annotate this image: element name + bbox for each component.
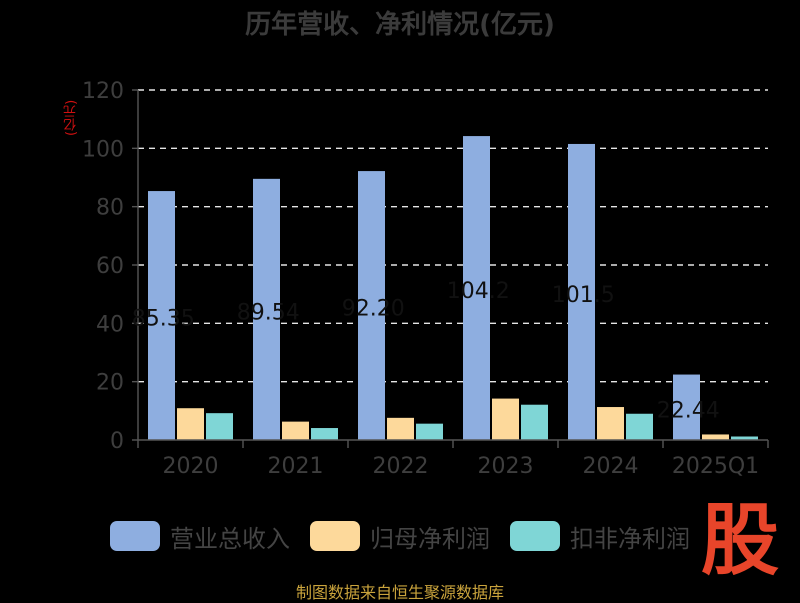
legend: 营业总收入 归母净利润 扣非净利润 (0, 516, 800, 556)
legend-swatch-revenue (110, 521, 160, 551)
bar (148, 191, 175, 440)
y-axis-unit: (亿元) (64, 99, 79, 137)
bar (521, 404, 548, 440)
y-tick-label: 60 (96, 254, 124, 279)
x-tick-label: 2021 (268, 454, 324, 479)
legend-label: 扣非净利润 (570, 524, 690, 553)
bar (626, 413, 653, 440)
y-tick-label: 80 (96, 196, 124, 221)
legend-label: 归母净利润 (370, 524, 490, 553)
x-tick-label: 2024 (583, 454, 639, 479)
data-label: 101.5 (552, 283, 615, 308)
bar (253, 178, 280, 440)
y-tick-label: 20 (96, 371, 124, 396)
bar (416, 423, 443, 440)
bar (568, 143, 595, 441)
y-tick-label: 40 (96, 312, 124, 337)
bar (673, 374, 700, 440)
y-tick-label: 120 (82, 79, 124, 104)
bar (206, 413, 233, 440)
y-tick-label: 100 (82, 137, 124, 162)
bar (597, 407, 624, 440)
data-source-footer: 制图数据来自恒生聚源数据库 (295, 583, 504, 602)
data-label: 92.20 (342, 297, 405, 322)
x-axis: 2020 2021 2022 2023 2024 2025Q1 (137, 439, 769, 479)
brand-logo: 股 (700, 496, 779, 586)
data-label: 104.2 (447, 279, 510, 304)
bar-series (148, 136, 758, 441)
x-tick-label: 2025Q1 (672, 454, 759, 479)
bar (282, 421, 309, 440)
bar (387, 417, 414, 440)
chart-title: 历年营收、净利情况(亿元) (245, 10, 555, 40)
legend-item-deducted-profit[interactable]: 扣非净利润 (510, 516, 690, 556)
data-label: 22.44 (657, 398, 720, 423)
x-tick-label: 2020 (163, 454, 219, 479)
bar (463, 136, 490, 441)
legend-label: 营业总收入 (170, 524, 290, 553)
bar (177, 408, 204, 440)
bar (702, 434, 729, 440)
legend-item-revenue[interactable]: 营业总收入 (110, 516, 290, 556)
x-tick-label: 2023 (478, 454, 534, 479)
bar (492, 398, 519, 440)
bar (731, 436, 758, 440)
legend-swatch-net-profit (310, 521, 360, 551)
bar (311, 428, 338, 440)
y-tick-label: 0 (110, 429, 124, 454)
data-label: 85.35 (132, 307, 195, 332)
x-tick-label: 2022 (373, 454, 429, 479)
y-axis: 0 20 40 60 80 100 120 (82, 79, 139, 454)
data-labels: 85.35 89.54 92.20 104.2 101.5 22.44 (132, 279, 720, 423)
legend-item-net-profit[interactable]: 归母净利润 (310, 516, 490, 556)
bar (358, 171, 385, 441)
data-label: 89.54 (237, 300, 300, 325)
legend-swatch-deducted-profit (510, 521, 560, 551)
grid-lines (138, 89, 768, 383)
